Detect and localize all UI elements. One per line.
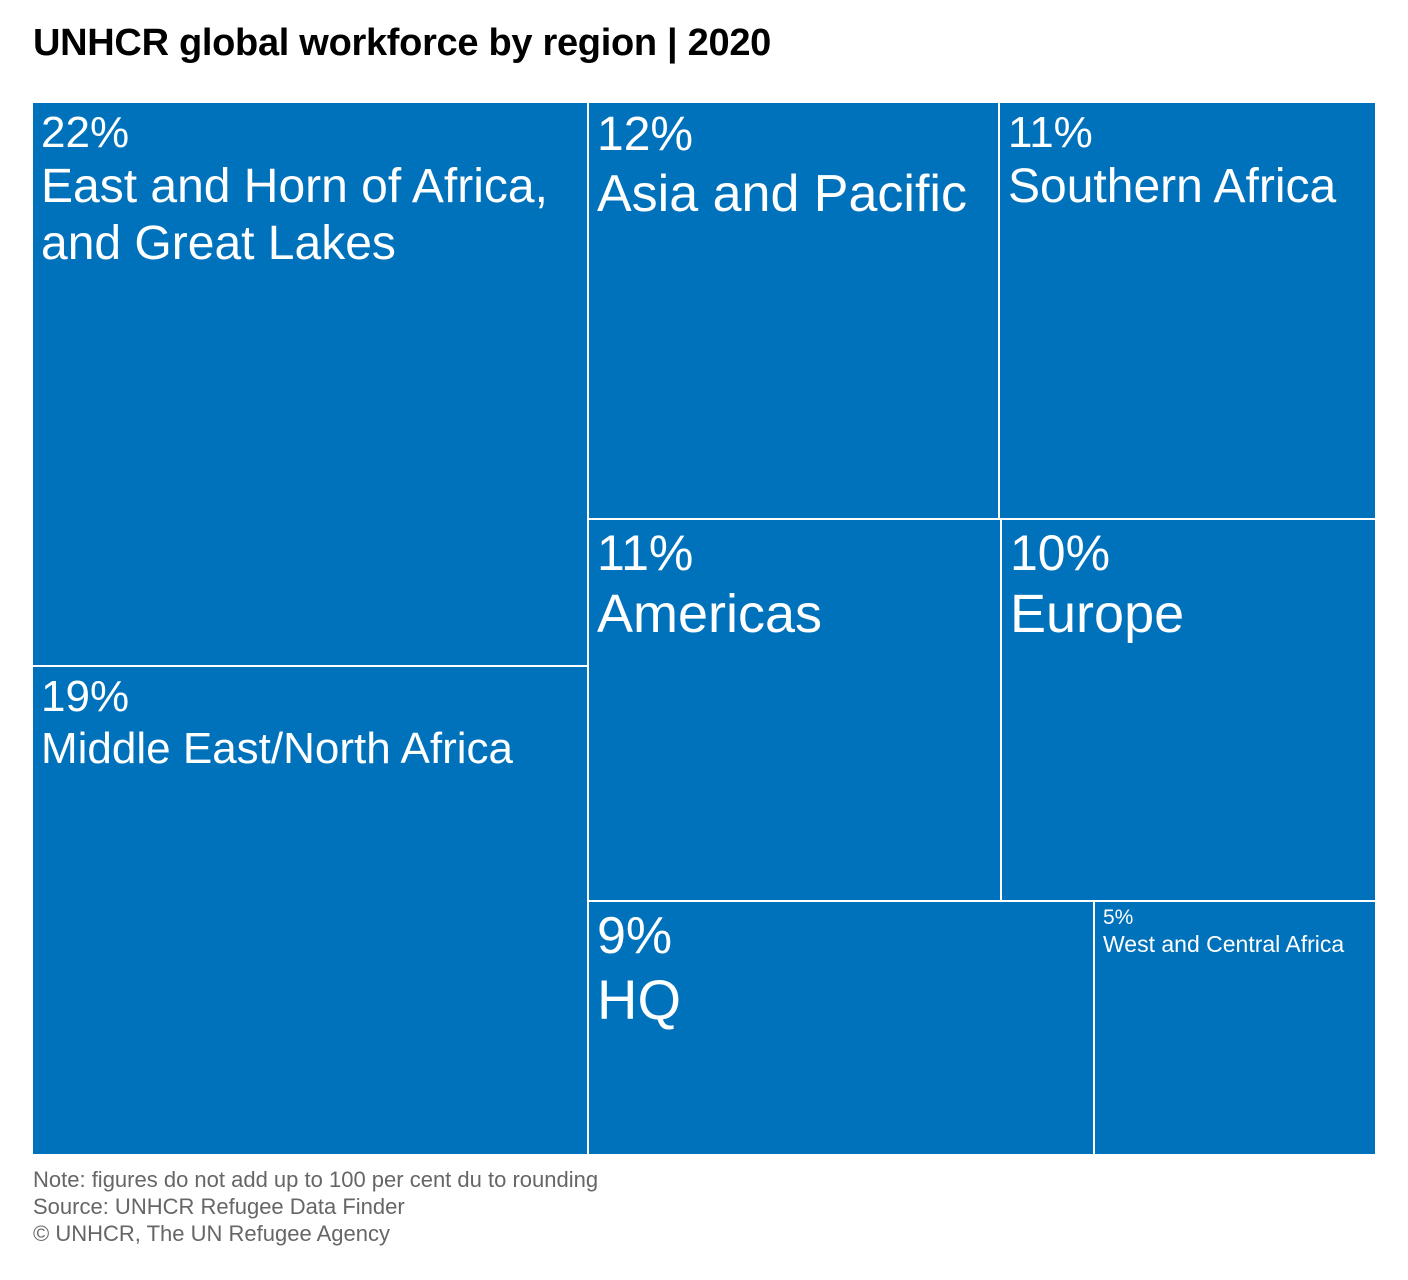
tile-label: 19% Middle East/North Africa [41,671,583,775]
tile-region-name: Americas [597,584,823,644]
tile-percent: 10% [1010,525,1111,581]
tile-region-name: HQ [597,968,681,1032]
treemap-tile-east-and-horn-of-africa-and-great-lakes: 22% East and Horn of Africa, and Great La… [31,101,589,667]
footer-source: Source: UNHCR Refugee Data Finder [33,1194,405,1219]
tile-label: 12% Asia and Pacific [597,107,994,225]
chart-title: UNHCR global workforce by region | 2020 [33,22,771,64]
tile-percent: 11% [597,525,694,581]
tile-region-name: Middle East/North Africa [41,723,513,773]
tile-label: 10% Europe [1010,524,1371,647]
chart-footer: Note: figures do not add up to 100 per c… [33,1166,598,1247]
treemap-tile-americas: 11% Americas [587,518,1002,902]
footer-credit: © UNHCR, The UN Refugee Agency [33,1221,390,1246]
tile-label: 11% Americas [597,524,996,647]
treemap-tile-asia-and-pacific: 12% Asia and Pacific [587,101,1000,520]
tile-percent: 22% [41,108,130,157]
tile-percent: 9% [597,907,673,965]
tile-percent: 12% [597,108,694,161]
tile-region-name: West and Central Africa [1103,930,1345,957]
tile-region-name: Europe [1010,584,1185,644]
treemap-tile-europe: 10% Europe [1000,518,1377,902]
treemap-tile-hq: 9% HQ [587,900,1095,1156]
treemap: 22% East and Horn of Africa, and Great La… [31,101,1377,1156]
treemap-tile-west-and-central-africa: 5% West and Central Africa [1093,900,1377,1156]
tile-label: 11% Southern Africa [1008,107,1371,216]
tile-region-name: Asia and Pacific [597,164,967,223]
tile-label: 22% East and Horn of Africa, and Great La… [41,107,583,272]
treemap-tile-southern-africa: 11% Southern Africa [998,101,1377,520]
tile-region-name: Southern Africa [1008,159,1337,213]
footer-note: Note: figures do not add up to 100 per c… [33,1167,599,1192]
tile-percent: 5% [1103,906,1134,929]
tile-label: 9% HQ [597,906,1089,1033]
tile-percent: 19% [41,672,130,721]
tile-label: 5% West and Central Africa [1103,906,1371,958]
treemap-tile-middle-east-north-africa: 19% Middle East/North Africa [31,665,589,1156]
tile-percent: 11% [1008,108,1093,157]
tile-region-name: East and Horn of Africa, and Great Lakes [41,159,548,270]
